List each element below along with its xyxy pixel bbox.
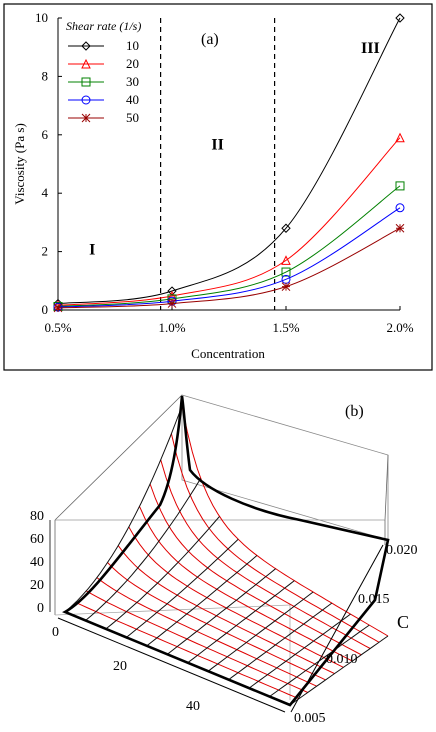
- mesh-line-c: [128, 526, 344, 668]
- z-axis: 80 60 40 20 0: [30, 509, 51, 616]
- mesh-line-shear: [187, 580, 295, 664]
- series-line: [57, 185, 401, 307]
- z-tick: 20: [30, 578, 44, 593]
- surface-outline: [62, 395, 390, 707]
- x-tick-label: 0.5%: [44, 320, 71, 335]
- data-point-diamond: [395, 13, 405, 23]
- mesh-line-c: [107, 562, 326, 681]
- panel-b-label: (b): [345, 403, 364, 420]
- shear-tick: 0: [52, 625, 59, 640]
- y-tick-label: 4: [42, 185, 49, 200]
- panel-b: (b) 80 60 40 20 0 0 20: [30, 394, 418, 726]
- data-point-diamond: [81, 41, 91, 51]
- data-point-circle: [81, 95, 91, 105]
- mesh-line-shear: [85, 478, 202, 621]
- mesh-line-shear: [228, 602, 333, 681]
- panel-a-frame: [3, 3, 433, 371]
- data-point-circle: [395, 203, 405, 213]
- mesh-line-c: [139, 506, 353, 662]
- y-tick-label: 6: [42, 127, 49, 142]
- mesh-line-c: [160, 459, 371, 649]
- series-line: [57, 207, 401, 308]
- mesh-line-c: [149, 483, 362, 656]
- c-tick: 0.015: [358, 592, 390, 607]
- region-label: III: [361, 40, 380, 57]
- mesh-line-c: [86, 590, 309, 693]
- legend-label: 50: [126, 110, 139, 125]
- series-50: [53, 223, 405, 313]
- series-line: [57, 17, 401, 305]
- c-axis: 0.020 0.015 0.010 0.005 C: [290, 543, 418, 726]
- mesh-line-c: [96, 577, 317, 687]
- data-point-diamond: [281, 223, 291, 233]
- data-point-star: [81, 113, 91, 123]
- mesh-line-shear: [64, 405, 183, 613]
- z-tick: 80: [30, 509, 44, 524]
- mesh-line-shear: [166, 568, 276, 655]
- mesh-line-c: [170, 433, 380, 643]
- z-tick: 0: [37, 601, 44, 616]
- surface-mesh: [64, 405, 389, 706]
- legend-label: 20: [126, 56, 139, 71]
- y-axis-label-a: Viscosity (Pa s): [12, 123, 27, 205]
- shear-tick: 40: [186, 699, 200, 714]
- y-tick-label: 2: [42, 244, 49, 259]
- data-point-star: [281, 282, 291, 291]
- data-point-square: [395, 181, 405, 191]
- series-line: [57, 227, 401, 309]
- series-40: [53, 203, 405, 312]
- mesh-line-c: [181, 405, 389, 637]
- series-30: [53, 181, 405, 311]
- series-line: [57, 137, 401, 306]
- z-tick: 40: [30, 555, 44, 570]
- data-point-star: [53, 303, 63, 313]
- series-10: [53, 13, 405, 309]
- shear-axis: 0 20 40: [52, 617, 286, 714]
- data-point-square: [281, 267, 291, 277]
- shear-tick: 20: [113, 659, 127, 674]
- mesh-line-shear: [207, 591, 314, 672]
- legend-label: 30: [126, 74, 139, 89]
- mesh-line-shear: [105, 516, 220, 630]
- mesh-line-shear: [248, 613, 351, 689]
- x-axis-label-a: Concentration: [191, 346, 265, 361]
- c-tick: 0.020: [386, 543, 418, 558]
- y-tick-label: 8: [42, 68, 49, 83]
- mesh-line-shear: [126, 538, 239, 638]
- panel-a-label: (a): [201, 31, 219, 48]
- c-axis-label: C: [397, 612, 409, 632]
- legend-a: Shear rate (1/s) 10 20 30 40 50: [66, 19, 141, 125]
- series-20: [53, 132, 405, 310]
- data-point-star: [167, 299, 177, 308]
- legend-label: 40: [126, 92, 139, 107]
- c-tick: 0.010: [326, 652, 358, 667]
- z-tick: 60: [30, 532, 44, 547]
- x-tick-label: 2.0%: [386, 320, 413, 335]
- series-a: [53, 13, 405, 313]
- legend-label: 10: [126, 38, 139, 53]
- x-tick-label: 1.0%: [158, 320, 185, 335]
- mesh-line-shear: [289, 635, 389, 706]
- data-point-triangle: [81, 58, 91, 69]
- mesh-line-c: [75, 601, 300, 700]
- y-tick-label: 10: [35, 10, 48, 25]
- data-point-square: [81, 77, 91, 87]
- y-tick-label: 0: [42, 302, 49, 317]
- mesh-line-shear: [146, 555, 258, 647]
- region-label: I: [89, 242, 95, 259]
- data-point-star: [395, 223, 405, 233]
- region-label: II: [211, 136, 223, 153]
- mesh-line-c: [117, 545, 335, 675]
- data-point-triangle: [281, 255, 291, 265]
- legend-title: Shear rate (1/s): [66, 19, 141, 33]
- data-point-triangle: [395, 132, 405, 143]
- c-tick: 0.005: [294, 711, 326, 726]
- x-tick-label: 1.5%: [272, 320, 299, 335]
